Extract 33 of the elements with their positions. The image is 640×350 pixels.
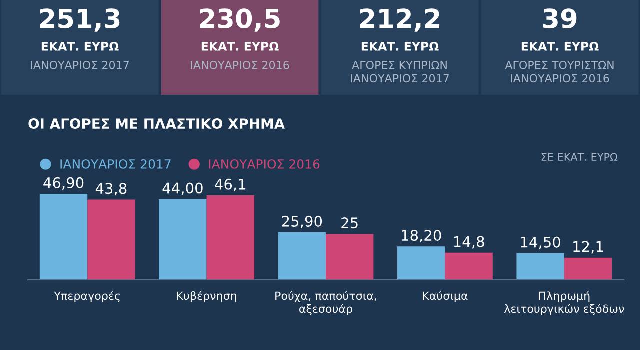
bar <box>88 200 136 280</box>
legend-label: ΙΑΝΟΥΑΡΙΟΣ 2016 <box>209 159 320 169</box>
text: 212,2 ΕΚΑΤ. ΕΥΡΩ ΑΓΟΡΕΣ ΚΥΠΡΙΩΝ ΙΑΝΟΥΑΡΙΟΣ 2017 <box>351 8 449 83</box>
text: 230,5 ΕΚΑΤ. ΕΥΡΩ ΙΑΝΟΥΑΡΙΟΣ 2016 <box>191 8 290 70</box>
data-label: 43,8 <box>96 183 127 196</box>
data-label: 44,00 <box>162 182 203 196</box>
chart-title: ΟΙ ΑΓΟΡΕΣ ΜΕ ΠΛΑΣΤΙΚΟ ΧΡΗΜΑ <box>28 118 286 130</box>
x-tick-label: Πληρωμή λειτουργικών εξόδων <box>504 291 624 316</box>
x-tick-label: Κυβέρνηση <box>177 291 236 302</box>
bar <box>206 196 254 280</box>
bar <box>564 258 612 280</box>
bar <box>40 194 88 280</box>
bar <box>159 199 207 280</box>
x-tick-label: Υπεραγορές <box>54 291 120 302</box>
data-label: 14,8 <box>454 236 484 249</box>
data-label: 46,90 <box>44 177 84 190</box>
data-label: 46,1 <box>215 178 246 192</box>
bar <box>445 252 493 280</box>
bar <box>278 232 326 280</box>
bar <box>516 253 564 280</box>
x-tick-label: Καύσιμα <box>423 291 468 302</box>
bar <box>326 234 374 280</box>
x-tick-label: Ρούχα, παπούτσια, αξεσουάρ <box>276 291 376 316</box>
legend-label: ΙΑΝΟΥΑΡΙΟΣ 2017 <box>60 159 171 169</box>
text: ΣΕ ΕΚΑΤ. ΕΥΡΩ <box>542 153 618 161</box>
data-label: 25,90 <box>282 216 322 228</box>
bar <box>398 246 446 280</box>
data-label: 14,50 <box>521 236 560 250</box>
text: 39 ΕΚΑΤ. ΕΥΡΩ ΑΓΟΡΕΣ ΤΟΥΡΙΣΤΩΝ ΙΑΝΟΥΑΡΙΟΣ 2016 <box>505 8 614 83</box>
text: 251,3 ΕΚΑΤ. ΕΥΡΩ ΙΑΝΟΥΑΡΙΟΣ 2017 <box>31 8 129 70</box>
data-label: 12,1 <box>574 241 604 254</box>
data-label: 18,20 <box>402 230 442 243</box>
data-label: 25 <box>342 218 358 229</box>
